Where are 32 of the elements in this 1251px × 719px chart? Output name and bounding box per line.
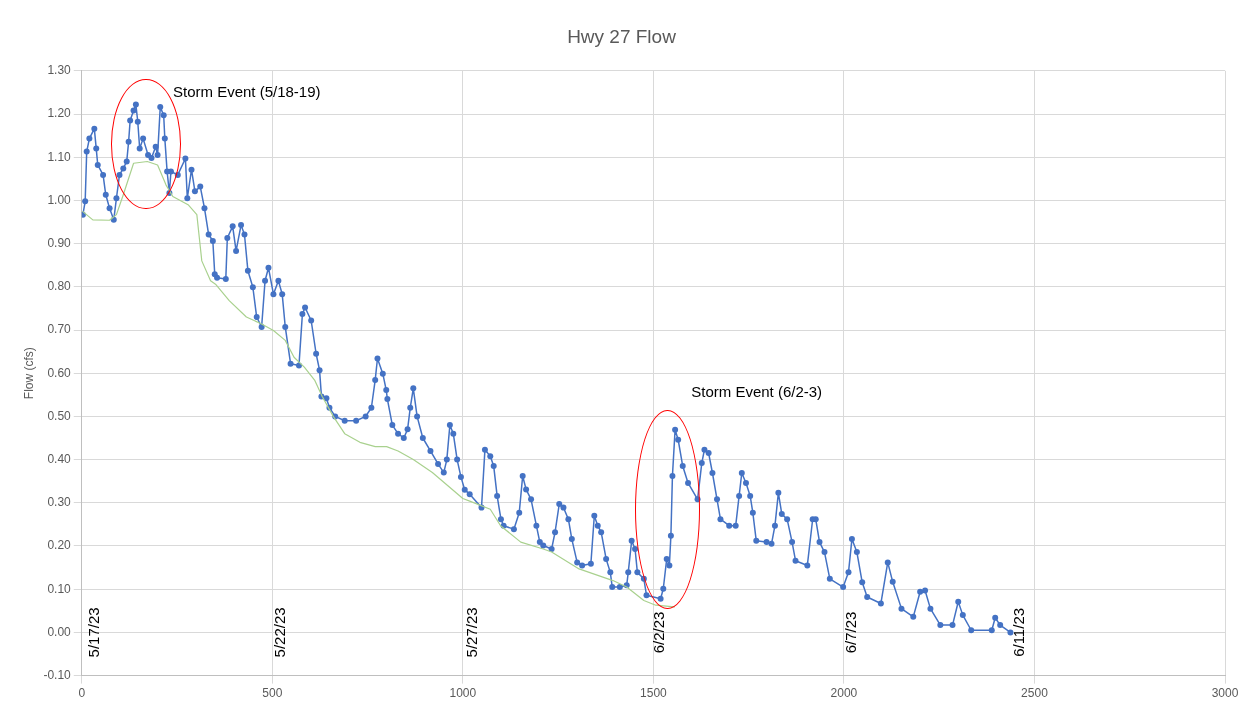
y-tick-label: 0.60	[47, 365, 72, 380]
y-tick-label: 0.10	[47, 581, 72, 596]
annotation: Storm Event (6/2-3)	[691, 383, 823, 401]
annotation: 6/11/23	[1010, 607, 1028, 657]
x-tick-label: 2000	[830, 686, 858, 701]
x-tick-label: 500	[262, 686, 283, 701]
y-tick-label: 0.40	[47, 451, 72, 466]
annotation: 5/22/23	[271, 607, 289, 658]
x-tick-label: 1500	[640, 686, 668, 701]
y-tick-label: 1.10	[47, 149, 72, 164]
y-axis-title: Flow (cfs)	[21, 347, 36, 400]
annotation: Storm Event (5/18-19)	[172, 82, 321, 100]
y-tick-label: 0.90	[47, 235, 72, 250]
y-tick-label: 1.20	[47, 106, 72, 121]
chart-title: Hwy 27 Flow	[567, 25, 677, 47]
x-tick-label: 2500	[1021, 686, 1049, 701]
y-tick-label: 0.00	[47, 624, 72, 639]
y-tick-label: 0.50	[47, 408, 72, 423]
x-tick-label: 0	[78, 686, 86, 701]
annotation: 5/17/23	[85, 607, 103, 658]
y-tick-label: 0.70	[47, 322, 72, 337]
x-tick-label: 1000	[449, 686, 477, 701]
y-tick-label: 0.30	[47, 495, 72, 510]
x-tick-label: 3000	[1211, 686, 1239, 701]
y-tick-label: 0.80	[47, 279, 72, 294]
y-tick-label: -0.10	[43, 667, 72, 682]
annotation: 6/7/23	[841, 611, 859, 654]
annotation: 6/2/23	[649, 611, 667, 654]
y-tick-label: 1.30	[47, 63, 72, 78]
y-tick-label: 1.00	[47, 192, 72, 207]
annotation: 5/27/23	[462, 607, 480, 658]
y-tick-label: 0.20	[47, 538, 72, 553]
